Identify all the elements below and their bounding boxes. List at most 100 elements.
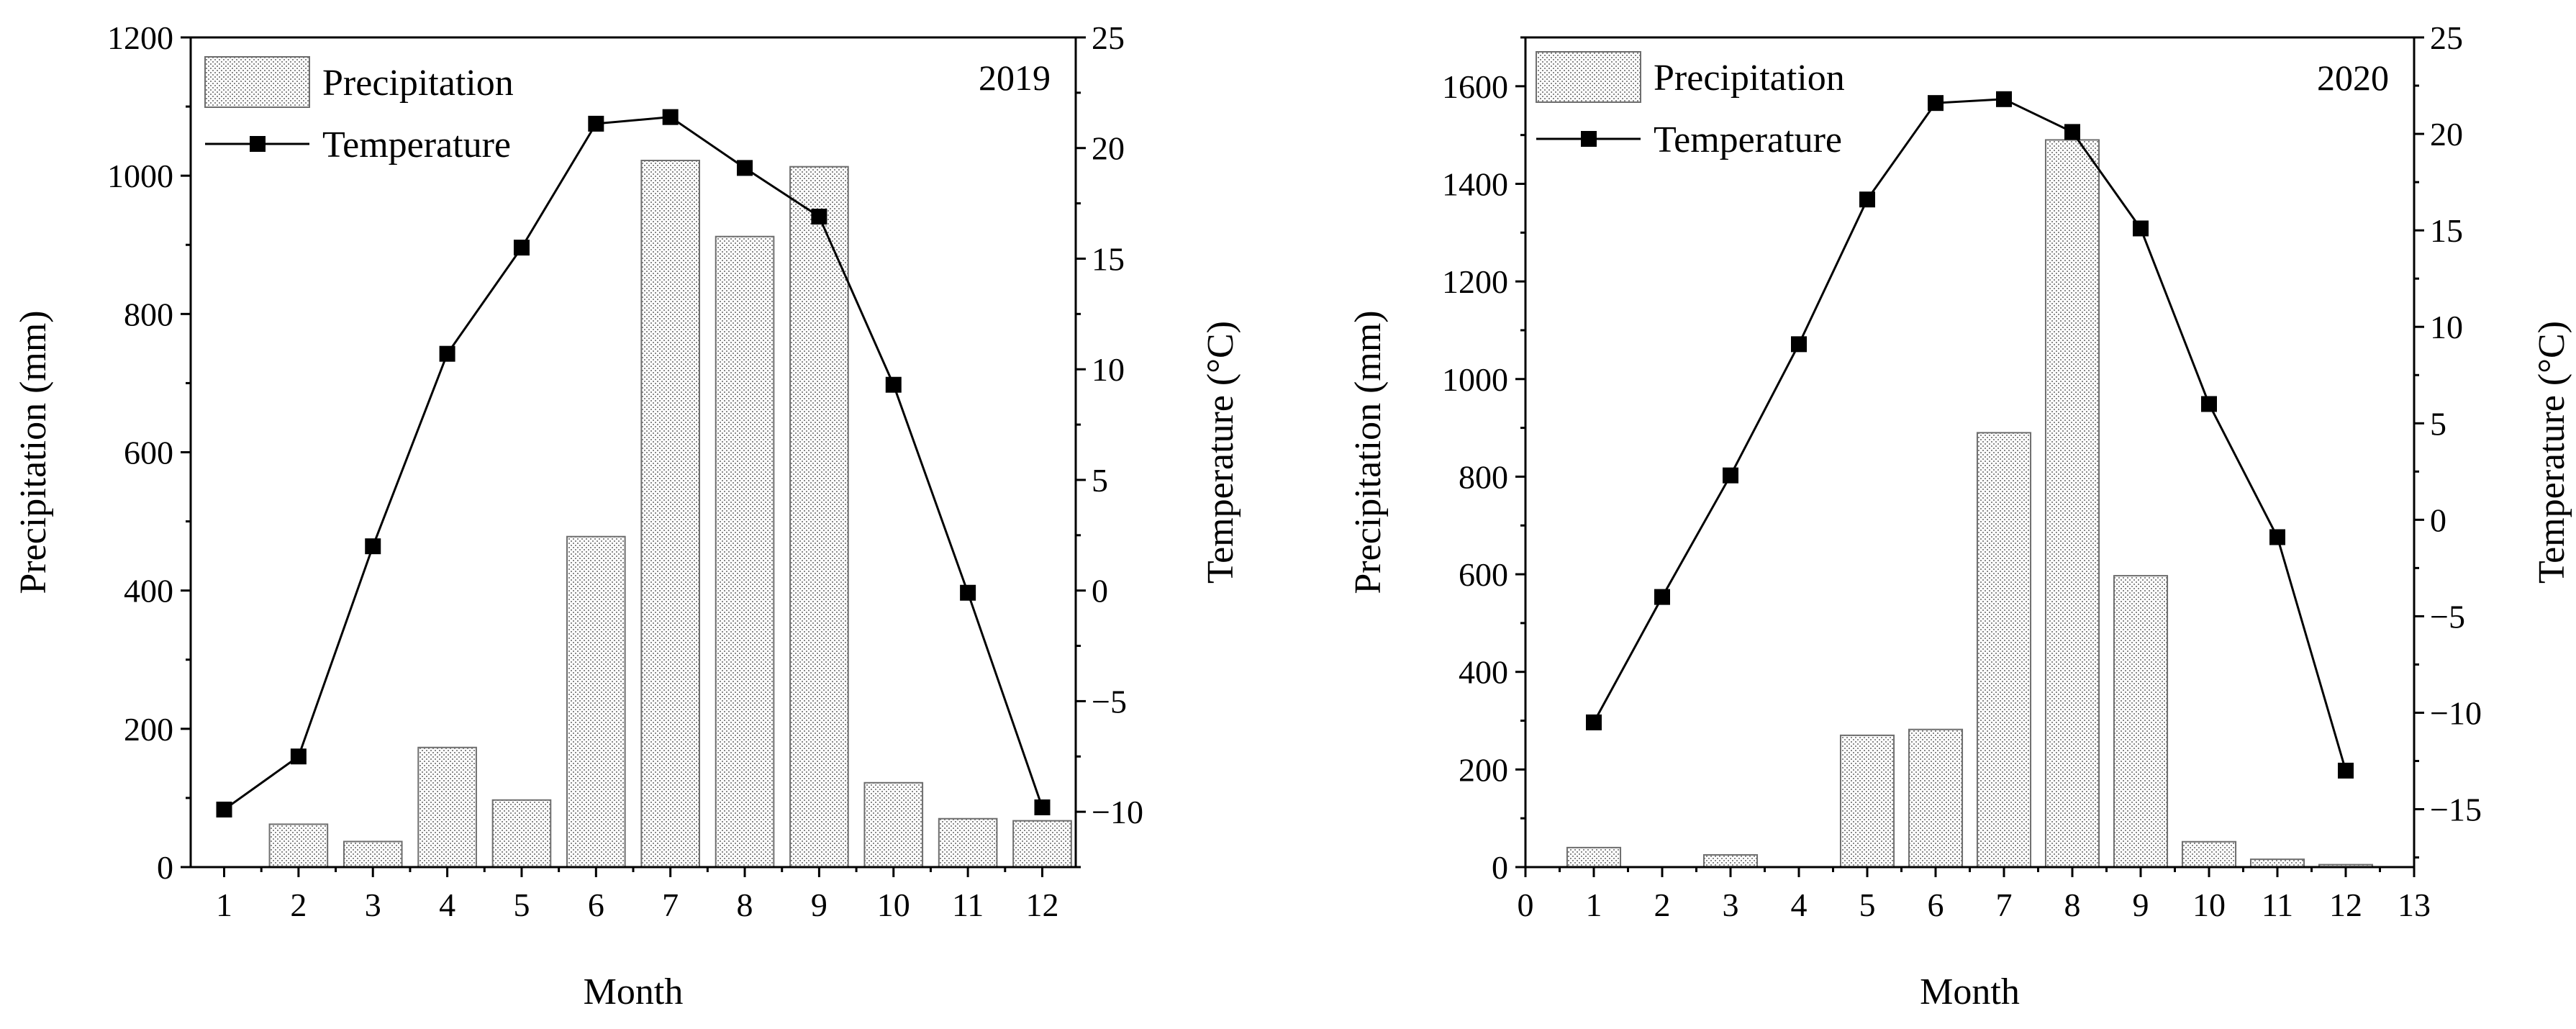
left-y-tick-label: 800 xyxy=(124,296,173,332)
temperature-point-month-2 xyxy=(290,748,307,765)
temperature-point-month-12 xyxy=(2338,762,2354,779)
precipitation-bar-month-6 xyxy=(566,535,626,868)
x-tick-label: 8 xyxy=(737,887,753,923)
temperature-point-month-4 xyxy=(439,345,455,362)
temperature-point-month-1 xyxy=(216,802,232,818)
right-y-tick-label: −5 xyxy=(1092,683,1127,720)
left-y-tick-label: 600 xyxy=(124,435,173,471)
x-tick-label: 2 xyxy=(290,887,307,923)
x-tick-label: 3 xyxy=(365,887,381,923)
x-tick-label: 7 xyxy=(662,887,679,923)
temperature-point-month-12 xyxy=(1034,799,1051,815)
legend-precipitation-label: Precipitation xyxy=(322,63,514,104)
temperature-point-month-7 xyxy=(662,109,679,125)
right-y-axis-title: Temperature (°C) xyxy=(1200,321,1241,584)
legend-temperature-marker xyxy=(250,136,266,152)
temperature-point-month-5 xyxy=(1859,191,1875,208)
precipitation-bar-month-8 xyxy=(2044,139,2100,869)
x-axis-title: Month xyxy=(1920,971,2020,1012)
x-tick-label: 5 xyxy=(1859,887,1876,923)
right-y-tick-label: 0 xyxy=(1092,573,1108,609)
legend-temperature-label: Temperature xyxy=(322,124,511,166)
precipitation-bar-month-11 xyxy=(938,817,998,869)
x-tick-label: 12 xyxy=(1025,887,1058,923)
legend-precipitation-label: Precipitation xyxy=(1654,58,1845,99)
right-y-tick-label: 20 xyxy=(1092,130,1125,167)
x-tick-label: 13 xyxy=(2398,887,2431,923)
precipitation-bar-month-9 xyxy=(2113,575,2169,868)
x-tick-label: 0 xyxy=(1518,887,1534,923)
x-tick-label: 1 xyxy=(216,887,232,923)
right-y-tick-label: 10 xyxy=(1092,351,1125,388)
legend-temperature-label: Temperature xyxy=(1654,119,1842,160)
right-y-axis-title: Temperature (°C) xyxy=(2531,321,2572,584)
plot-frame xyxy=(1524,36,2416,869)
legend-temperature-marker xyxy=(1581,131,1597,147)
precipitation-bar-month-10 xyxy=(2181,840,2237,869)
left-y-tick-label: 1000 xyxy=(1442,361,1508,398)
right-y-tick-label: 0 xyxy=(2430,502,2446,538)
temperature-point-month-2 xyxy=(1654,589,1670,605)
x-tick-label: 4 xyxy=(439,887,455,923)
left-y-tick-label: 1200 xyxy=(1442,263,1508,300)
precipitation-bar-month-3 xyxy=(1702,854,1759,868)
precipitation-bar-month-1 xyxy=(1566,846,1622,869)
x-tick-label: 7 xyxy=(1996,887,2013,923)
right-y-tick-label: −5 xyxy=(2430,598,2465,635)
left-y-tick-label: 400 xyxy=(124,573,173,609)
right-y-tick-label: −15 xyxy=(2430,792,2482,828)
x-tick-label: 4 xyxy=(1791,887,1808,923)
left-y-tick-label: 800 xyxy=(1459,458,1508,495)
temperature-point-month-1 xyxy=(1586,714,1602,730)
x-tick-label: 11 xyxy=(2262,887,2293,923)
precipitation-bar-month-5 xyxy=(1839,734,1895,868)
precipitation-bar-month-9 xyxy=(789,166,849,868)
precipitation-bar-month-4 xyxy=(417,746,477,869)
left-y-tick-label: 1400 xyxy=(1442,166,1508,202)
x-tick-label: 12 xyxy=(2329,887,2362,923)
right-y-tick-label: −10 xyxy=(2430,694,2482,731)
x-tick-label: 3 xyxy=(1723,887,1739,923)
temperature-point-month-6 xyxy=(1928,95,1944,112)
right-y-tick-label: 15 xyxy=(2430,212,2463,249)
right-y-tick-label: 5 xyxy=(2430,405,2446,442)
left-y-tick-label: 0 xyxy=(157,849,173,886)
right-y-tick-label: 5 xyxy=(1092,462,1108,499)
precipitation-bar-month-11 xyxy=(2249,858,2305,868)
precipitation-bar-month-12 xyxy=(1012,820,1072,868)
chart-2020: 02004006008001000120014001600−15−10−5051… xyxy=(1348,19,2572,1012)
precipitation-bar-month-10 xyxy=(863,781,924,868)
temperature-point-month-11 xyxy=(2269,529,2285,545)
x-tick-label: 10 xyxy=(877,887,910,923)
temperature-point-month-6 xyxy=(588,115,604,132)
left-y-tick-label: 1000 xyxy=(107,158,173,194)
temperature-point-month-3 xyxy=(1723,467,1738,484)
precipitation-bar-month-8 xyxy=(715,235,775,869)
legend-precipitation-swatch xyxy=(1536,51,1641,103)
left-y-tick-label: 0 xyxy=(1492,849,1508,886)
x-tick-label: 11 xyxy=(952,887,984,923)
precipitation-bar-month-6 xyxy=(1908,728,1964,869)
temperature-line xyxy=(1592,98,2347,771)
x-tick-label: 6 xyxy=(588,887,604,923)
year-label: 2020 xyxy=(2317,58,2389,98)
temperature-point-month-8 xyxy=(2064,124,2080,140)
x-tick-label: 1 xyxy=(1586,887,1602,923)
x-tick-label: 5 xyxy=(513,887,530,923)
precipitation-bar-month-2 xyxy=(268,823,329,869)
temperature-point-month-4 xyxy=(1791,336,1807,353)
right-y-tick-label: 20 xyxy=(2430,116,2463,153)
x-tick-label: 2 xyxy=(1654,887,1671,923)
temperature-line xyxy=(223,116,1043,811)
precipitation-bar-month-5 xyxy=(491,799,552,869)
x-tick-label: 6 xyxy=(1928,887,1944,923)
left-y-tick-label: 200 xyxy=(1459,751,1508,788)
left-y-tick-label: 1200 xyxy=(107,19,173,56)
temperature-point-month-5 xyxy=(513,240,530,256)
precipitation-bar-month-7 xyxy=(640,160,700,869)
left-y-axis-title: Precipitation (mm) xyxy=(1348,310,1389,594)
temperature-point-month-9 xyxy=(811,209,827,225)
temperature-point-month-10 xyxy=(2201,396,2217,412)
